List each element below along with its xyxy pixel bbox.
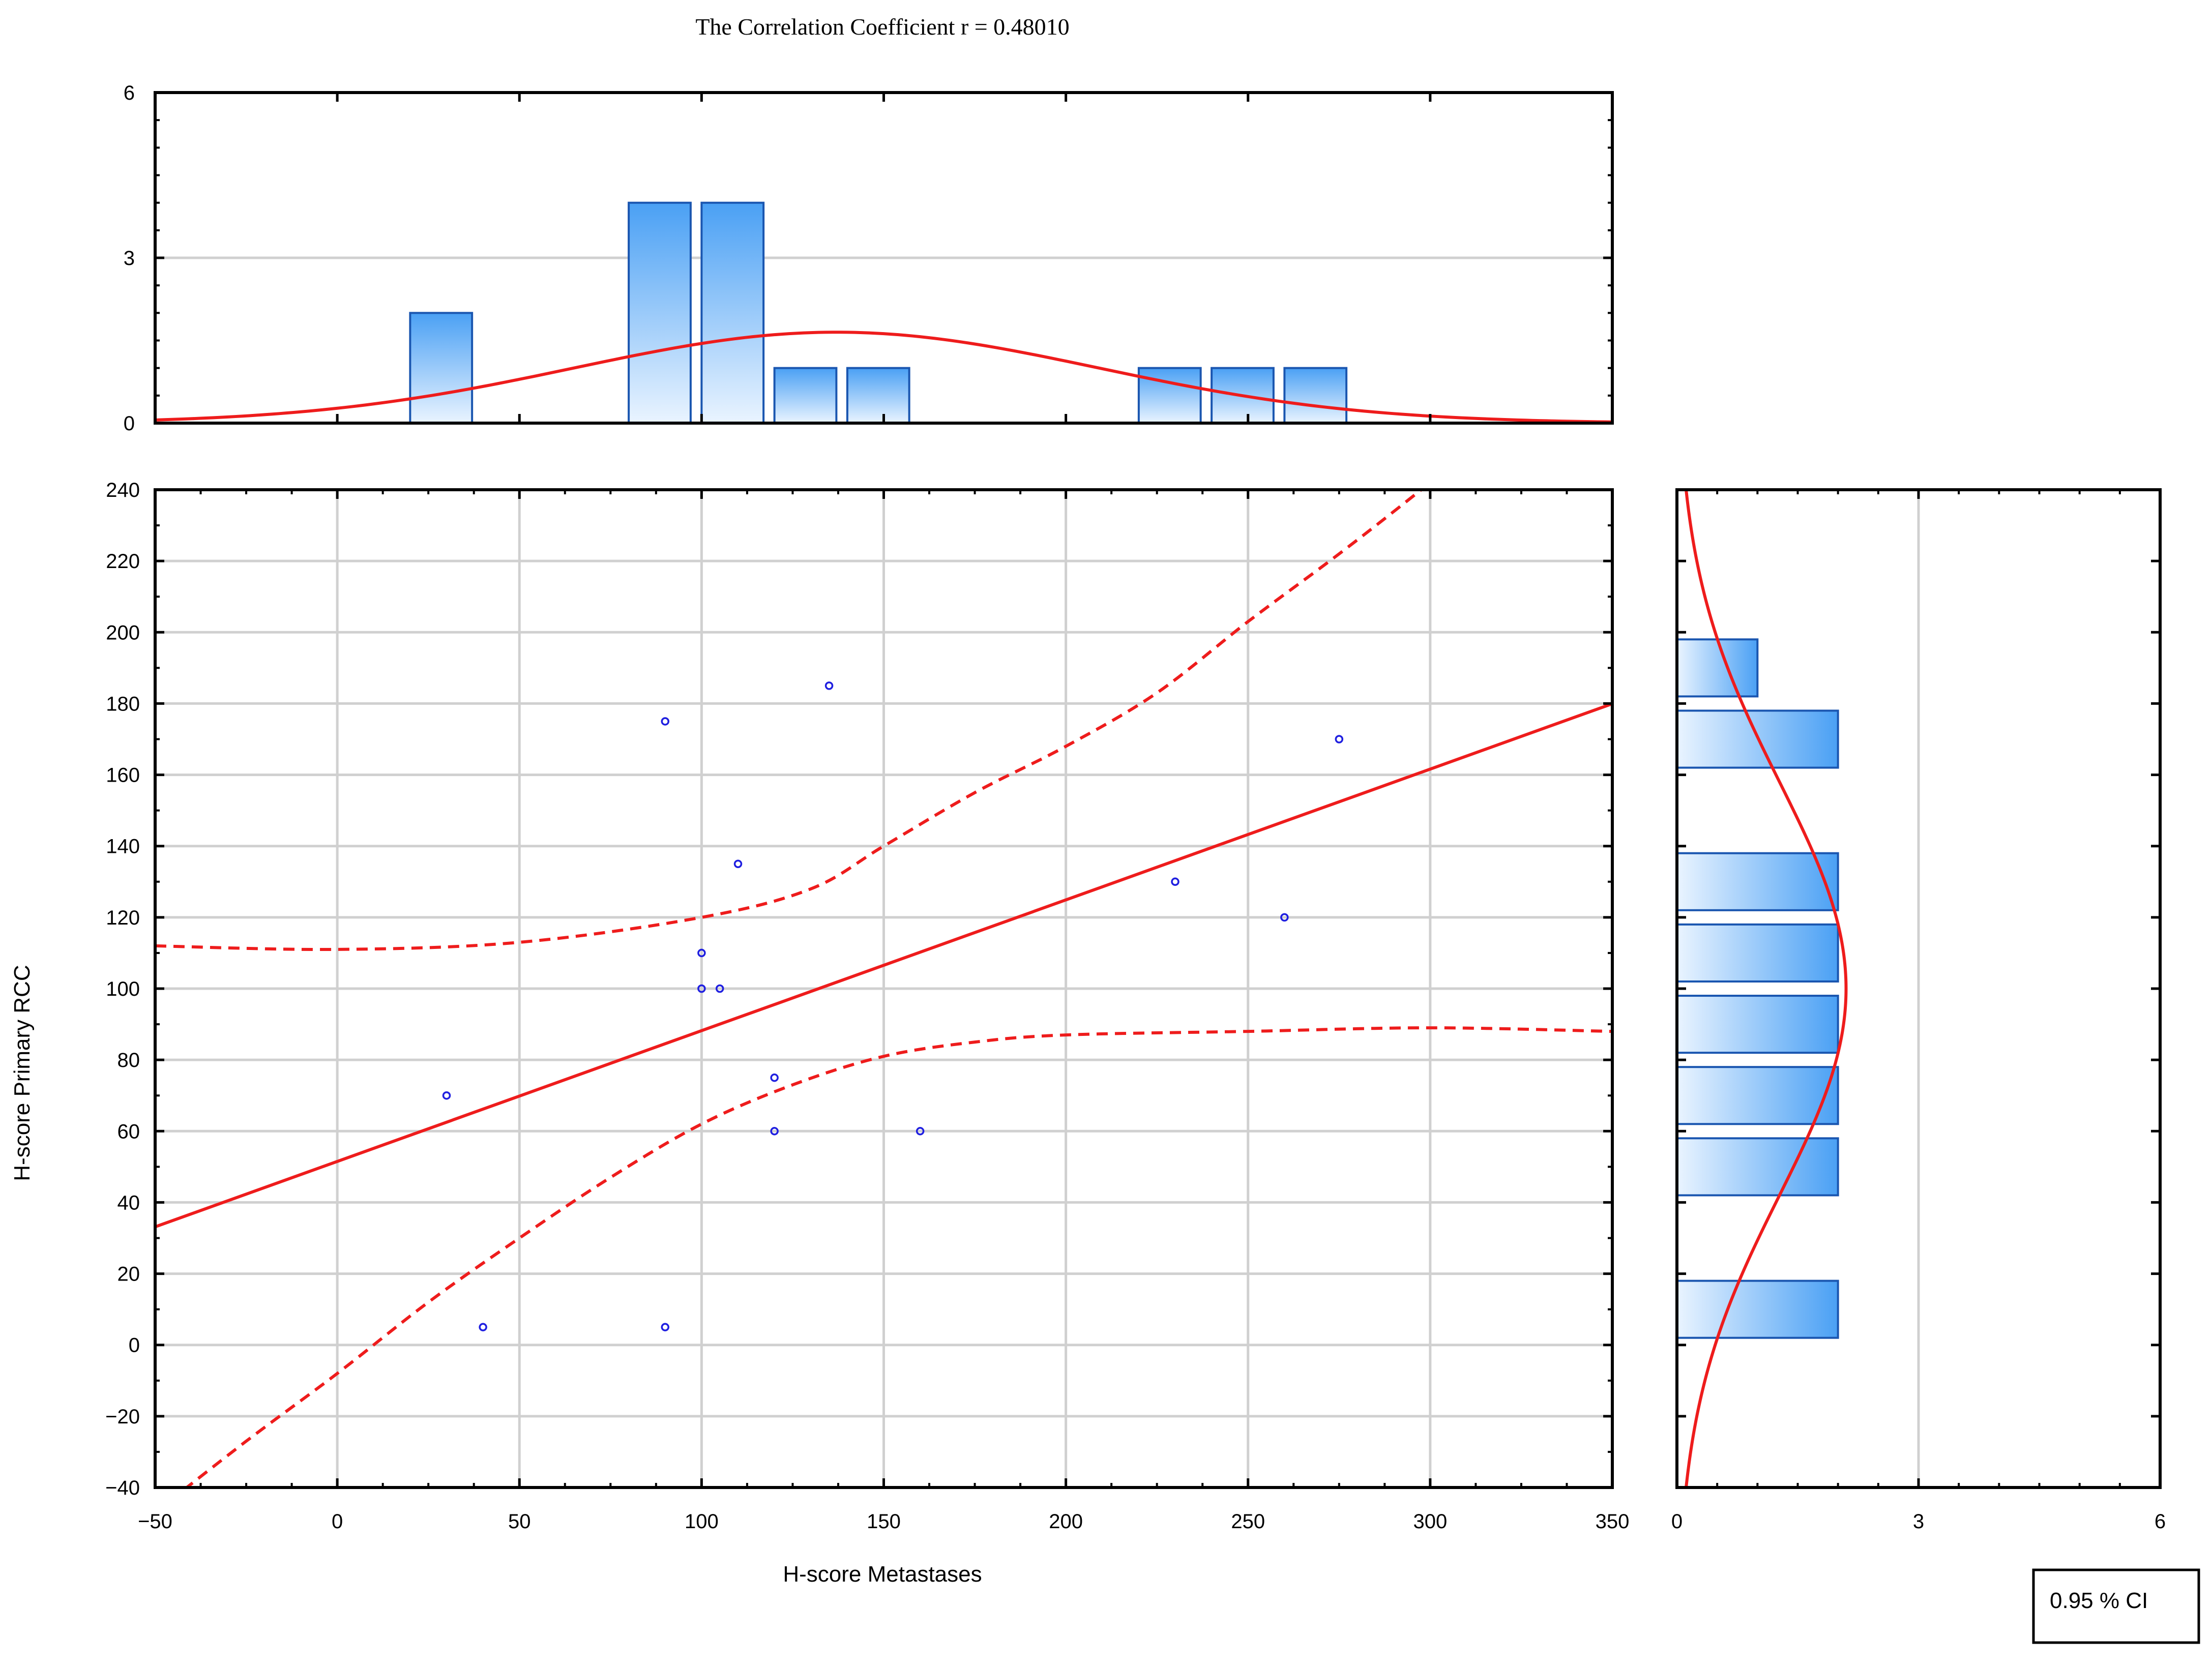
- x-tick-label: 200: [1049, 1510, 1083, 1533]
- data-point: [715, 984, 724, 993]
- data-point: [1171, 877, 1179, 886]
- x-tick-label: 250: [1231, 1510, 1265, 1533]
- data-point: [442, 1091, 451, 1100]
- right-histogram-panel: 0 3 6: [1671, 488, 2166, 1533]
- y-tick-label: 240: [106, 479, 140, 501]
- y-tick-label: 80: [117, 1049, 140, 1072]
- histogram-bar: [409, 312, 474, 424]
- y-tick-label: 3: [124, 247, 135, 270]
- legend-frame: [2032, 1568, 2200, 1644]
- data-point: [479, 1323, 487, 1331]
- x-tick-label: 150: [867, 1510, 901, 1533]
- regression-line: [155, 702, 1612, 1229]
- histogram-bar: [846, 367, 910, 425]
- x-tick-label: 100: [685, 1510, 719, 1533]
- legend-label: 0.95 % CI: [2050, 1588, 2148, 1613]
- x-axis-label: H-score Metastases: [783, 1562, 982, 1587]
- data-point: [1335, 735, 1344, 743]
- x-tick-label: −50: [138, 1510, 172, 1533]
- data-point: [661, 717, 669, 726]
- legend-box: 0.95 % CI: [2032, 1568, 2200, 1644]
- y-tick-label: −40: [105, 1477, 140, 1499]
- y-tick-label: 120: [106, 907, 140, 929]
- x-tick-label: 50: [508, 1510, 531, 1533]
- y-axis-label: H-score Primary RCC: [10, 965, 35, 1181]
- y-tick-label: 60: [117, 1120, 140, 1143]
- data-point: [697, 948, 706, 958]
- y-tick-label: 0: [129, 1334, 140, 1357]
- histogram-bar: [1676, 1137, 1839, 1197]
- data-point: [770, 1127, 779, 1136]
- y-tick-label: 200: [106, 621, 140, 644]
- chart-title: The Correlation Coefficient r = 0.48010: [695, 14, 1069, 40]
- data-point: [770, 1073, 779, 1082]
- normal-fit-curve: [155, 331, 1613, 424]
- data-point: [824, 681, 834, 690]
- histogram-bar: [700, 201, 765, 424]
- histogram-bar: [1676, 638, 1759, 698]
- scatter-panel: −50 0 50 100 150 200 250 300 350 −40 −20 0 20 40 60 80 1…: [105, 479, 1630, 1533]
- data-point: [697, 984, 706, 993]
- x-tick-label: 350: [1596, 1510, 1630, 1533]
- fit-lines: [155, 490, 1612, 1488]
- y-tick-label: 0: [124, 412, 135, 435]
- y-tick-label: 180: [106, 693, 140, 715]
- histogram-bar: [1676, 923, 1839, 983]
- top-histogram-panel: 0 3 6: [124, 82, 1614, 435]
- histogram-bar: [1676, 852, 1839, 911]
- data-point: [1280, 913, 1289, 922]
- y-tick-label: 20: [117, 1263, 140, 1286]
- y-tick-label: 160: [106, 764, 140, 787]
- histogram-bar: [628, 201, 692, 424]
- y-tick-label: 140: [106, 836, 140, 858]
- x-tick-label: 0: [332, 1510, 343, 1533]
- x-tick-label: 6: [2155, 1510, 2166, 1533]
- y-tick-label: 220: [106, 550, 140, 573]
- histogram-bar: [773, 367, 838, 425]
- x-tick-label: 3: [1913, 1510, 1924, 1533]
- histogram-bar: [1676, 1066, 1839, 1125]
- normal-fit-curve: [1685, 489, 1848, 1488]
- histogram-bar: [1137, 367, 1202, 425]
- histogram-bar: [1283, 367, 1348, 425]
- data-point: [733, 859, 743, 868]
- histogram-bar: [1676, 995, 1839, 1054]
- y-tick-label: −20: [105, 1406, 140, 1428]
- y-tick-label: 6: [124, 82, 135, 104]
- histogram-bar: [1676, 1280, 1839, 1339]
- ci-upper-curve: [155, 490, 1424, 951]
- y-tick-label: 100: [106, 978, 140, 1000]
- x-tick-label: 0: [1671, 1510, 1683, 1533]
- data-point: [661, 1323, 669, 1331]
- y-tick-label: 40: [117, 1192, 140, 1214]
- x-tick-label: 300: [1413, 1510, 1448, 1533]
- ci-lower-curve: [184, 1026, 1612, 1488]
- data-point: [916, 1127, 925, 1136]
